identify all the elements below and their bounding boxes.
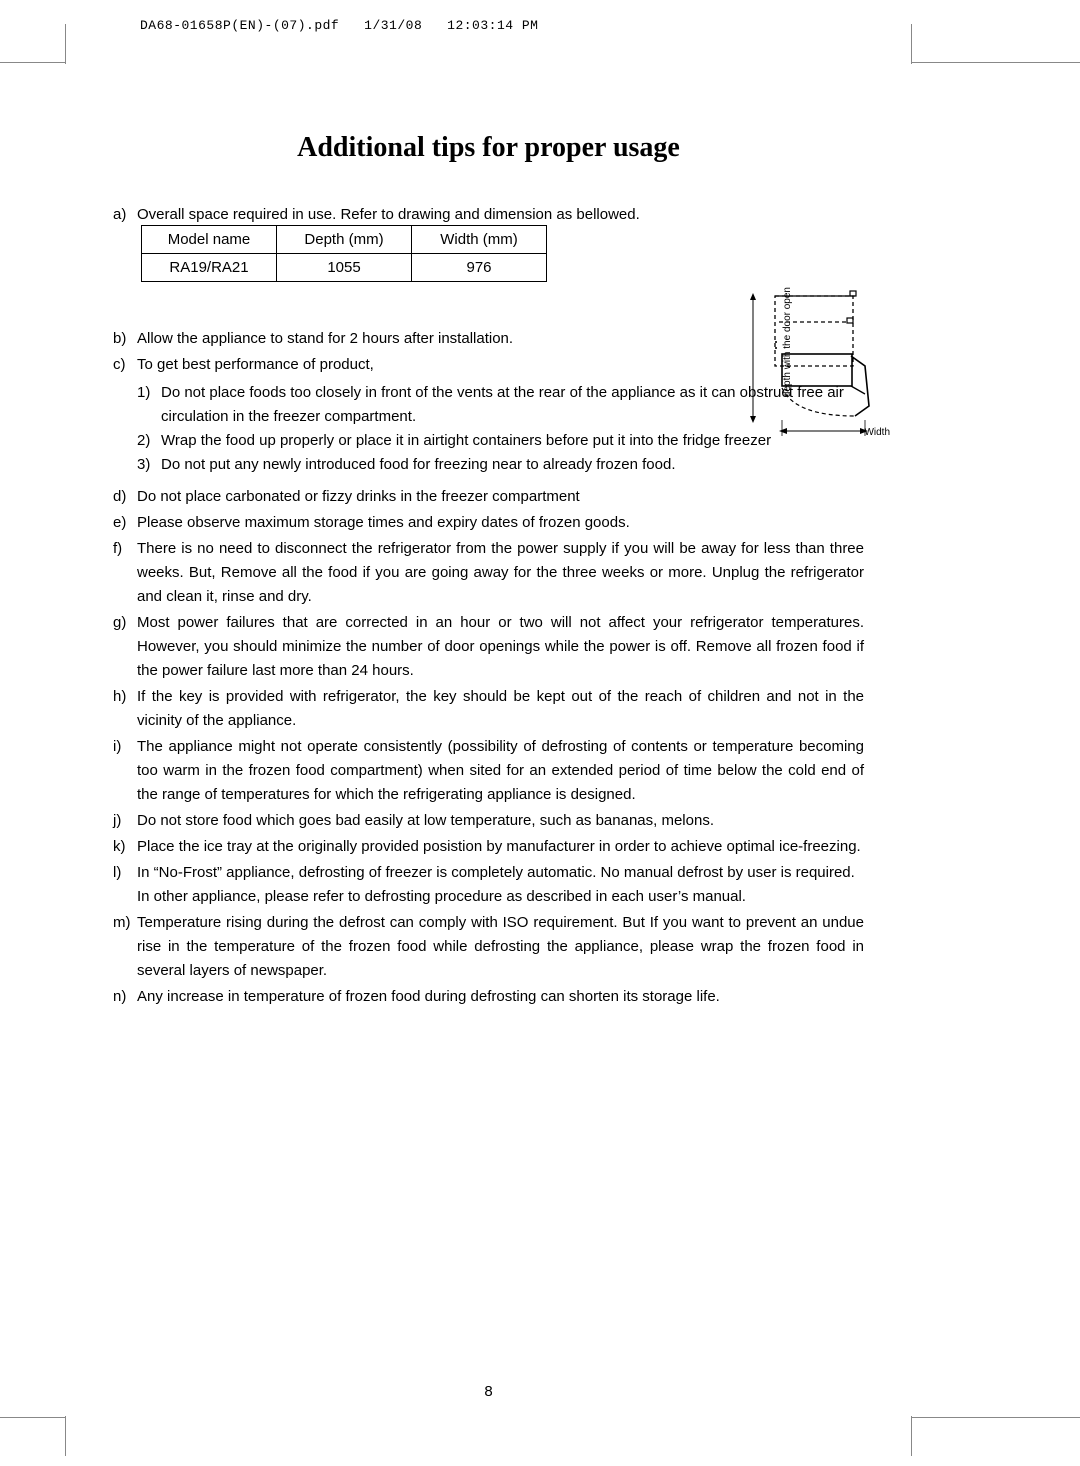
- list-item: n)Any increase in temperature of frozen …: [113, 985, 864, 1009]
- table-cell: RA19/RA21: [142, 254, 277, 282]
- item-label: n): [113, 985, 137, 1009]
- item-a: a) Overall space required in use. Refer …: [113, 206, 864, 223]
- list-item: g)Most power failures that are corrected…: [113, 611, 864, 683]
- page-title: Additional tips for proper usage: [113, 132, 864, 164]
- crop-mark: [912, 1417, 1080, 1418]
- item-text: Do not store food which goes bad easily …: [137, 809, 864, 833]
- crop-mark: [911, 24, 912, 64]
- sub-item-label: 2): [137, 429, 161, 453]
- crop-mark: [911, 1416, 912, 1456]
- item-label: e): [113, 511, 137, 535]
- page-number: 8: [65, 1383, 912, 1400]
- list-item: j)Do not store food which goes bad easil…: [113, 809, 864, 833]
- crop-mark: [65, 1416, 66, 1456]
- item-label: f): [113, 537, 137, 609]
- sub-item-label: 1): [137, 381, 161, 429]
- diagram-width-label: Width: [864, 427, 890, 438]
- item-text: Please observe maximum storage times and…: [137, 511, 864, 535]
- pdf-filename: DA68-01658P(EN)-(07).pdf: [140, 18, 339, 33]
- sub-item-text: Do not put any newly introduced food for…: [161, 453, 864, 477]
- item-label: j): [113, 809, 137, 833]
- pdf-time: 12:03:14 PM: [447, 18, 538, 33]
- table-cell: 1055: [277, 254, 412, 282]
- item-text: There is no need to disconnect the refri…: [137, 537, 864, 609]
- sub-item-label: 3): [137, 453, 161, 477]
- crop-mark: [912, 62, 1080, 63]
- list-item: f)There is no need to disconnect the ref…: [113, 537, 864, 609]
- pdf-header: DA68-01658P(EN)-(07).pdf 1/31/08 12:03:1…: [140, 18, 538, 33]
- table-cell: 976: [412, 254, 547, 282]
- list-item: h)If the key is provided with refrigerat…: [113, 685, 864, 733]
- item-label: k): [113, 835, 137, 859]
- item-label: l): [113, 861, 137, 909]
- item-label: i): [113, 735, 137, 807]
- item-label: h): [113, 685, 137, 733]
- list-item: i)The appliance might not operate consis…: [113, 735, 864, 807]
- page-content: Additional tips for proper usage a) Over…: [65, 62, 912, 1418]
- crop-mark: [65, 24, 66, 64]
- item-text: Place the ice tray at the originally pro…: [137, 835, 864, 859]
- item-text: In “No-Frost” appliance, defrosting of f…: [137, 861, 864, 909]
- list-item: e)Please observe maximum storage times a…: [113, 511, 864, 535]
- crop-mark: [0, 1417, 65, 1418]
- item-label: c): [113, 353, 137, 377]
- sub-item: 3)Do not put any newly introduced food f…: [137, 453, 864, 477]
- pdf-date: 1/31/08: [364, 18, 422, 33]
- item-text: Temperature rising during the defrost ca…: [137, 911, 864, 983]
- list-item: k)Place the ice tray at the originally p…: [113, 835, 864, 859]
- list-item: m)Temperature rising during the defrost …: [113, 911, 864, 983]
- list-item: d)Do not place carbonated or fizzy drink…: [113, 485, 864, 509]
- dimension-table: Model nameDepth (mm)Width (mm) RA19/RA21…: [141, 225, 547, 282]
- crop-mark: [0, 62, 65, 63]
- table-header: Width (mm): [412, 226, 547, 254]
- item-label: d): [113, 485, 137, 509]
- table-row: RA19/RA211055976: [142, 254, 547, 282]
- item-text: Any increase in temperature of frozen fo…: [137, 985, 864, 1009]
- item-text: The appliance might not operate consiste…: [137, 735, 864, 807]
- table-header: Model name: [142, 226, 277, 254]
- item-text: Do not place carbonated or fizzy drinks …: [137, 485, 864, 509]
- item-label: m): [113, 911, 137, 983]
- list-item: l)In “No-Frost” appliance, defrosting of…: [113, 861, 864, 909]
- item-label: b): [113, 327, 137, 351]
- item-label: g): [113, 611, 137, 683]
- item-text: Overall space required in use. Refer to …: [137, 206, 864, 223]
- item-text: If the key is provided with refrigerator…: [137, 685, 864, 733]
- table-header: Depth (mm): [277, 226, 412, 254]
- item-label: a): [113, 206, 137, 223]
- item-text: Most power failures that are corrected i…: [137, 611, 864, 683]
